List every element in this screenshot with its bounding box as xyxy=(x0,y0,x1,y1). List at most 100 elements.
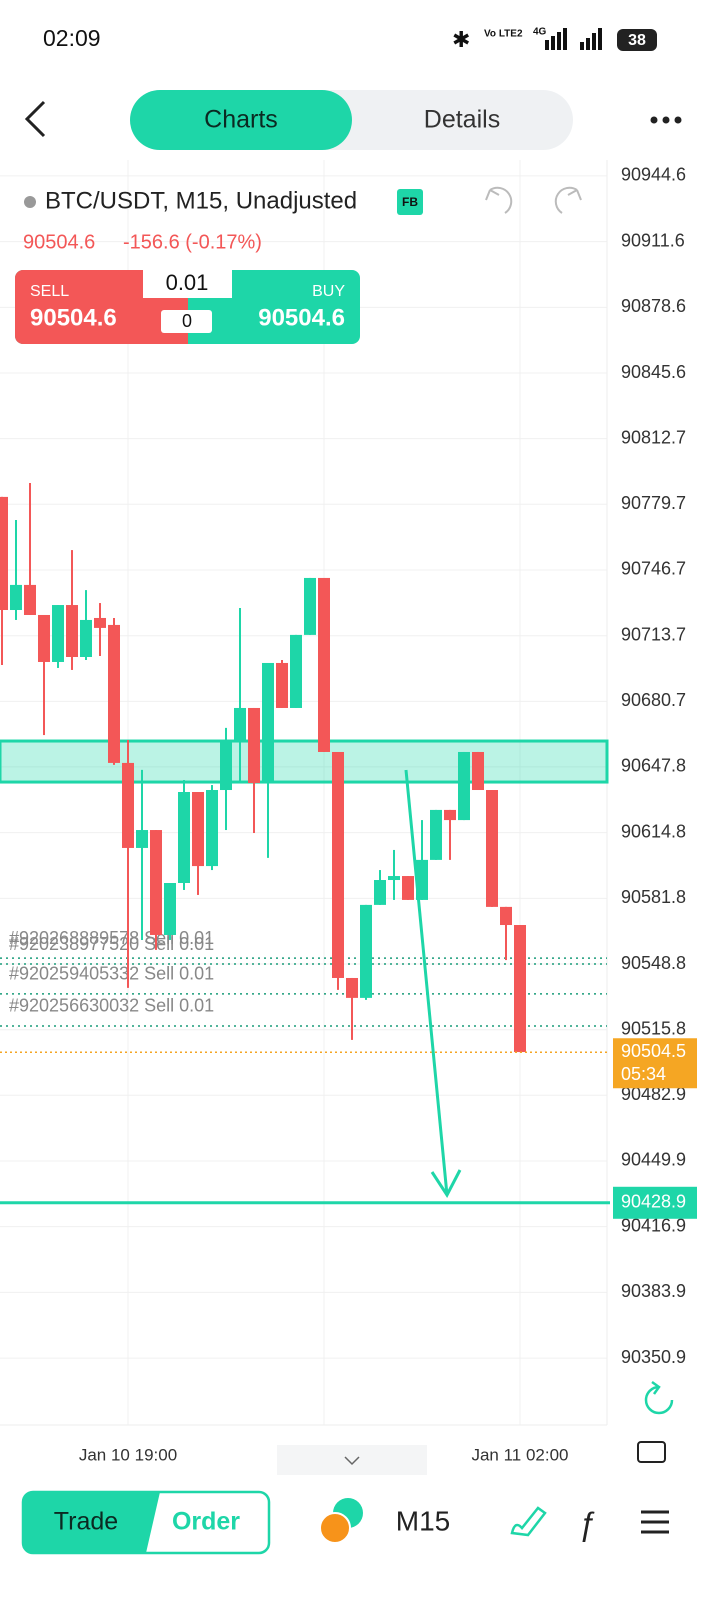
spread: 0 xyxy=(182,311,192,331)
trade-tab-bg xyxy=(23,1492,160,1553)
candle-body xyxy=(346,977,358,998)
y-tick-label: 90614.8 xyxy=(621,821,686,841)
chart-area: 90944.6 90911.6 90878.6 90845.6 90812.7 90779… xyxy=(0,160,697,1464)
layout-button[interactable] xyxy=(637,1441,666,1463)
order-label: #920256630032 Sell 0.01 xyxy=(9,996,214,1016)
y-tick-label: 90449.9 xyxy=(621,1150,686,1170)
candle-body xyxy=(458,751,470,821)
candle-body xyxy=(164,882,176,935)
current-price-label: 90504.5 xyxy=(621,1041,686,1061)
y-tick-label: 90944.6 xyxy=(621,165,686,185)
y-tick-label: 90482.9 xyxy=(621,1084,686,1104)
network-label: 4G xyxy=(533,27,547,38)
trade-tab[interactable]: Trade xyxy=(54,1508,118,1536)
y-tick-label: 90647.8 xyxy=(621,756,686,776)
bluetooth-icon: ✱ xyxy=(452,27,470,52)
lot-size: 0.01 xyxy=(166,270,209,295)
candle-body xyxy=(332,751,344,978)
y-tick-label: 90416.9 xyxy=(621,1215,686,1235)
status-dot xyxy=(24,196,36,208)
candle-body xyxy=(24,584,36,615)
timeframe[interactable]: M15 xyxy=(396,1505,450,1536)
badge-bg xyxy=(397,189,423,215)
sell-label: SELL xyxy=(30,283,69,300)
y-tick-label: 90548.8 xyxy=(621,953,686,973)
back-button[interactable] xyxy=(24,100,46,138)
battery-level: 38 xyxy=(628,32,646,49)
order-tab[interactable]: Order xyxy=(172,1508,240,1536)
more-button[interactable] xyxy=(650,116,682,124)
current-price-box xyxy=(613,1038,697,1089)
candle-body xyxy=(374,880,386,905)
candle-body xyxy=(388,876,400,881)
y-tick-label: 90581.8 xyxy=(621,887,686,907)
candle-body xyxy=(0,496,8,611)
candle-body xyxy=(430,809,442,860)
target-price-label: 90428.9 xyxy=(621,1192,686,1212)
undo-button[interactable] xyxy=(485,186,513,214)
tab-active xyxy=(130,90,352,150)
candle-body xyxy=(318,577,330,752)
btc-icon xyxy=(319,1512,351,1544)
candle-body xyxy=(80,619,92,657)
candle-body xyxy=(486,790,498,907)
reset-button[interactable] xyxy=(644,1380,674,1415)
indicator-button[interactable]: ƒ xyxy=(578,1505,596,1541)
candle-body xyxy=(150,830,162,935)
candle-body xyxy=(304,577,316,635)
target-price-box xyxy=(613,1186,697,1219)
y-tick-label: 90779.7 xyxy=(621,493,686,513)
candle-body xyxy=(290,634,302,708)
scroll-chevron xyxy=(344,1456,360,1466)
battery-icon xyxy=(617,29,657,51)
candle-body xyxy=(38,614,50,662)
y-tick-label: 90350.9 xyxy=(621,1347,686,1367)
candle-body xyxy=(52,605,64,662)
candle-body xyxy=(262,662,274,784)
countdown-label: 05:34 xyxy=(621,1064,666,1084)
candle-body xyxy=(444,809,456,821)
drawn-arrow xyxy=(404,769,462,1198)
x-tick-label: Jan 10 19:00 xyxy=(79,1445,177,1464)
y-tick-label: 90383.9 xyxy=(621,1281,686,1301)
symbol-name: BTC/USDT, M15, Unadjusted xyxy=(45,187,357,214)
candle-body xyxy=(178,792,190,883)
candle-body xyxy=(514,925,526,1053)
draw-button[interactable] xyxy=(510,1506,547,1537)
lot-box[interactable] xyxy=(143,270,232,298)
scroll-handle[interactable] xyxy=(277,1445,427,1475)
volte-label: Vo LTE2 xyxy=(484,29,523,40)
candle-body xyxy=(136,830,148,848)
x-tick-label: Jan 11 02:00 xyxy=(471,1445,568,1464)
y-tick-label: 90845.6 xyxy=(621,362,686,382)
candle-body xyxy=(402,876,414,900)
zone xyxy=(0,739,609,784)
y-tick-label: 90515.8 xyxy=(621,1018,686,1038)
status-time: 02:09 xyxy=(43,25,101,51)
spread-box xyxy=(161,310,212,333)
candle-body xyxy=(66,605,78,657)
y-tick-label: 90746.7 xyxy=(621,559,686,579)
order-label: #920259405332 Sell 0.01 xyxy=(9,964,214,984)
y-tick-label: 90812.7 xyxy=(621,427,686,447)
y-tick-label: 90878.6 xyxy=(621,296,686,316)
candle-body xyxy=(276,662,288,708)
tab-charts[interactable]: Charts xyxy=(204,106,278,134)
menu-button[interactable] xyxy=(641,1510,669,1534)
candle-body xyxy=(108,624,120,763)
candle-body xyxy=(122,762,134,848)
last-price: 90504.6 xyxy=(23,231,95,253)
buy-price[interactable]: 90504.6 xyxy=(258,304,345,331)
signal-icon xyxy=(545,28,602,50)
candle-body xyxy=(192,792,204,867)
candle-body xyxy=(500,906,512,926)
buy-label: BUY xyxy=(312,283,345,300)
candle-body xyxy=(220,740,232,791)
tab-details[interactable]: Details xyxy=(424,106,500,134)
candle-body xyxy=(94,617,106,628)
price-change: -156.6 (-0.17%) xyxy=(123,231,262,253)
sell-price: 90504.6 xyxy=(30,304,117,331)
redo-button[interactable] xyxy=(554,186,582,214)
